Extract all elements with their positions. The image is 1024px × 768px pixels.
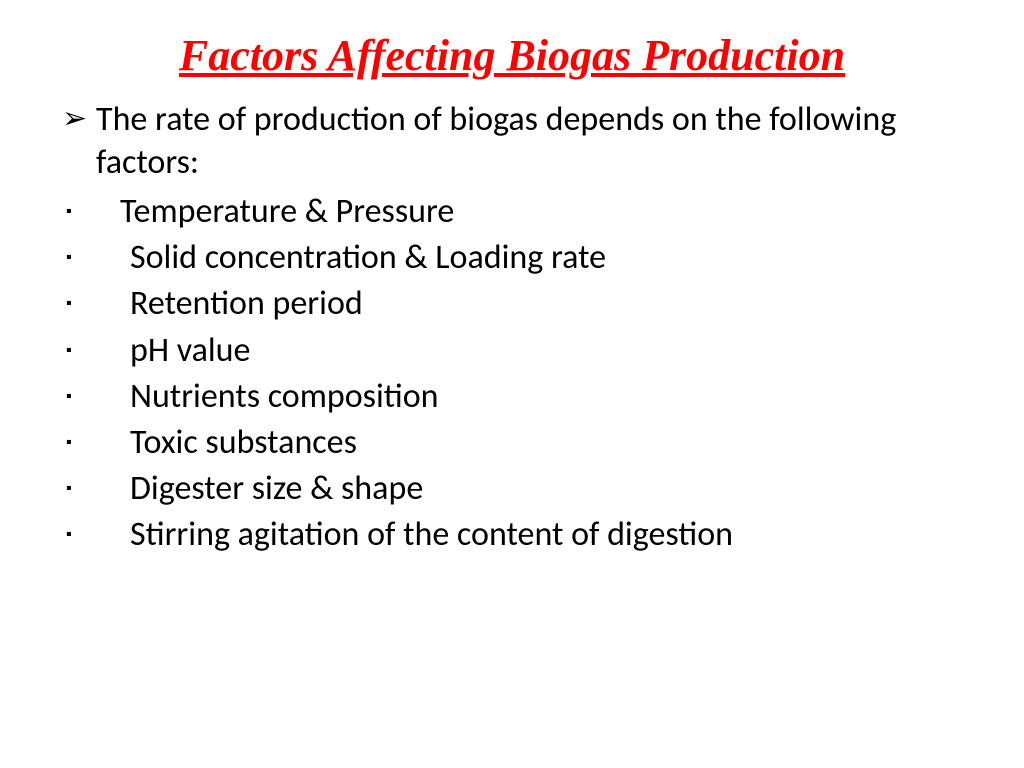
square-bullet-icon: ▪: [60, 282, 130, 326]
factor-text: Temperature & Pressure: [120, 190, 454, 234]
list-item: ▪ Nutrients composition: [60, 375, 964, 419]
list-item: ▪ Digester size & shape: [60, 467, 964, 511]
factor-text: Nutrients composition: [130, 375, 439, 419]
slide-title: Factors Affecting Biogas Production: [60, 30, 964, 81]
intro-row: ➢ The rate of production of biogas depen…: [60, 99, 964, 184]
factor-text: Toxic substances: [130, 421, 357, 465]
factor-text: Solid concentration & Loading rate: [130, 236, 606, 280]
list-item: ▪ Retention period: [60, 282, 964, 326]
square-bullet-icon: ▪: [60, 236, 130, 280]
square-bullet-icon: ▪: [60, 467, 130, 511]
square-bullet-icon: ▪: [60, 513, 130, 557]
list-item: ▪ Stirring agitation of the content of d…: [60, 513, 964, 557]
list-item: ▪ pH value: [60, 329, 964, 373]
square-bullet-icon: ▪: [60, 329, 130, 373]
list-item: ▪ Toxic substances: [60, 421, 964, 465]
intro-text: The rate of production of biogas depends…: [96, 99, 964, 184]
factor-text: pH value: [130, 329, 250, 373]
square-bullet-icon: ▪: [60, 421, 130, 465]
list-item: ▪ Temperature & Pressure: [60, 190, 964, 234]
factor-text: Stirring agitation of the content of dig…: [130, 513, 733, 557]
list-item: ▪ Solid concentration & Loading rate: [60, 236, 964, 280]
factor-text: Digester size & shape: [130, 467, 423, 511]
square-bullet-icon: ▪: [60, 375, 130, 419]
factor-text: Retention period: [130, 282, 363, 326]
arrow-bullet-icon: ➢: [60, 99, 96, 139]
